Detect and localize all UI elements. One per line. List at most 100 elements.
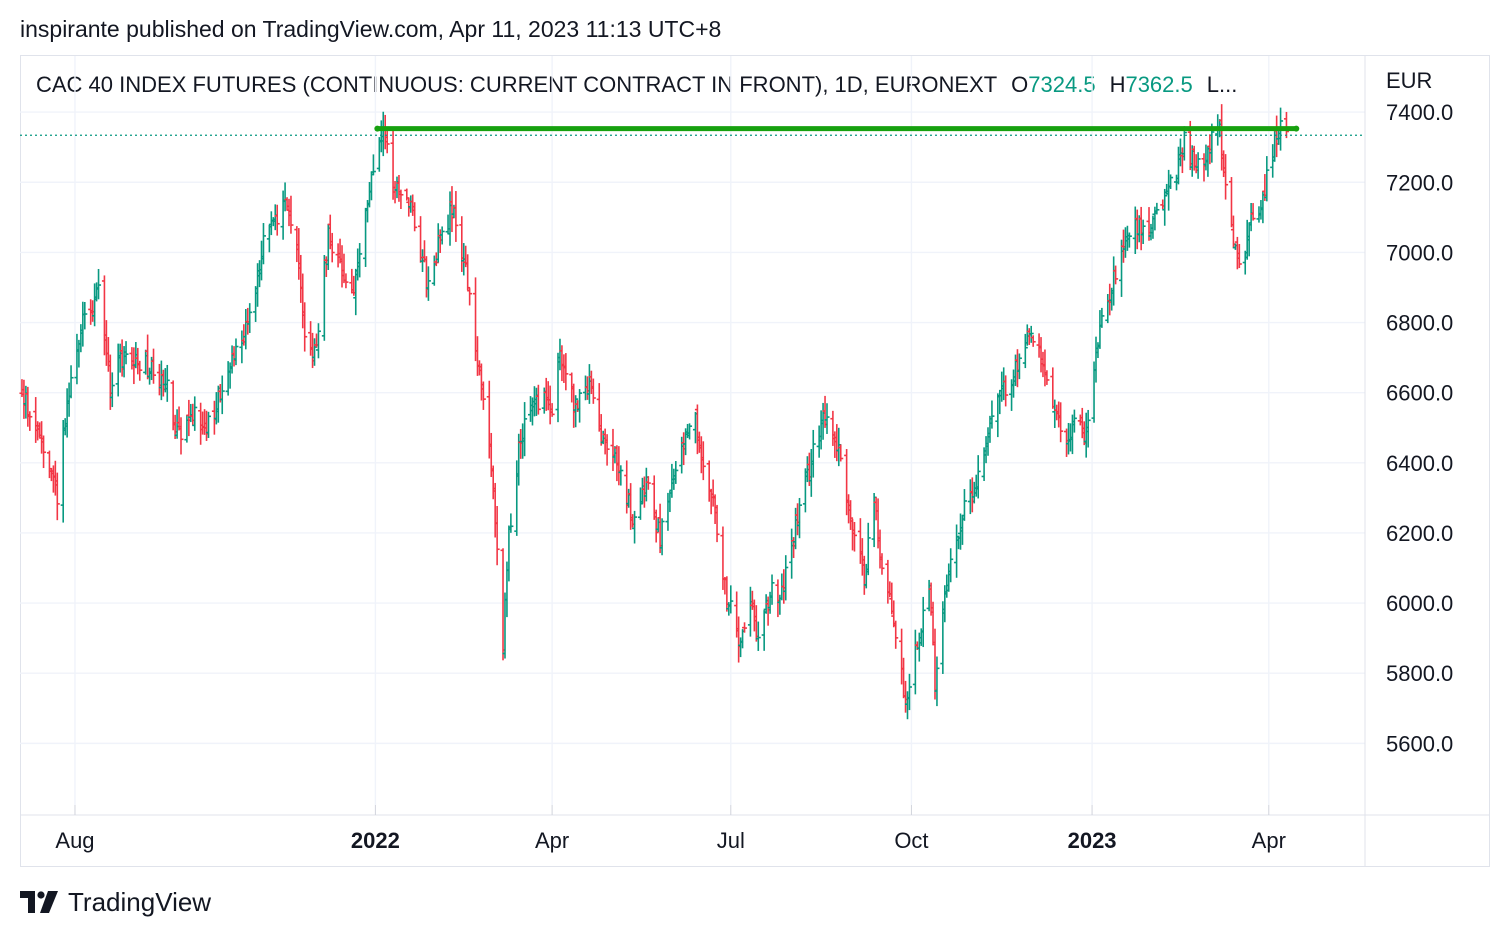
price-axis[interactable]: 5600.0 5800.0 6000.0 6200.0 6400.0 6600.0 6800… <box>1364 56 1453 866</box>
y-tick-label: 6400.0 <box>1386 451 1453 476</box>
ohlc-bar <box>1140 219 1146 245</box>
ohlc-bar <box>879 553 885 575</box>
price-bars <box>19 104 1289 720</box>
ohlc-bar <box>797 497 803 539</box>
ohlc-bar <box>151 348 157 384</box>
ohlc-bar <box>1154 202 1160 215</box>
ohlc-bar <box>109 372 115 408</box>
ohlc-bar <box>398 189 404 209</box>
ohlc-bar <box>714 504 720 543</box>
ohlc-bar <box>700 441 706 481</box>
trend-line-end-handle[interactable] <box>1293 125 1300 132</box>
tradingview-logo-icon <box>20 891 58 913</box>
chart-frame[interactable] <box>20 55 1490 867</box>
x-tick-label: 2023 <box>1068 828 1117 853</box>
ohlc-bar <box>1162 188 1168 226</box>
ohlc-bar <box>1236 244 1242 269</box>
ohlc-bar <box>1022 333 1028 369</box>
ohlc-bar <box>1016 353 1022 380</box>
ohlc-bar <box>687 423 693 440</box>
tradingview-footer[interactable]: TradingView <box>20 885 211 919</box>
ohlc-bar <box>343 273 349 289</box>
ohlc-bar <box>893 620 899 649</box>
ohlc-bar <box>1099 307 1105 328</box>
ohlc-bar <box>659 518 665 556</box>
ohlc-bar <box>934 656 940 707</box>
ohlc-bar <box>742 622 748 633</box>
ohlc-bar <box>384 130 390 154</box>
legend-open-label: O <box>1011 72 1029 97</box>
symbol-legend[interactable]: CAC 40 INDEX FUTURES (CONTINUOUS: CURREN… <box>36 72 1237 98</box>
chart-overlays <box>20 125 1365 136</box>
y-tick-label: 6800.0 <box>1386 311 1453 336</box>
ohlc-bar <box>632 510 638 544</box>
ohlc-bar <box>653 509 659 543</box>
ohlc-bar <box>563 353 569 391</box>
ohlc-bar <box>673 461 679 484</box>
ohlc-bar <box>205 411 211 438</box>
ohlc-bar <box>535 384 541 415</box>
ohlc-bar <box>274 204 280 236</box>
ohlc-bar <box>453 191 459 242</box>
ohlc-bar <box>137 360 143 381</box>
tradingview-brand: TradingView <box>68 886 212 917</box>
ohlc-bar <box>1223 154 1229 200</box>
ohlc-bar <box>480 381 486 410</box>
ohlc-bar <box>467 288 473 306</box>
ohlc-bar <box>1030 335 1036 347</box>
ohlc-bar <box>848 500 854 530</box>
ohlc-bar <box>370 154 376 176</box>
ohlc-bar <box>1168 174 1174 189</box>
ohlc-bar <box>329 232 335 263</box>
ohlc-bar <box>164 364 170 402</box>
ohlc-bar <box>302 302 308 352</box>
ohlc-bar <box>41 435 47 469</box>
ohlc-bar <box>54 472 60 521</box>
ohlc-bar <box>425 266 431 301</box>
ohlc-bar <box>192 396 198 431</box>
ohlc-bar <box>618 465 624 486</box>
ohlc-bar <box>590 378 596 404</box>
ohlc-bar <box>783 555 789 601</box>
time-axis[interactable]: Aug 2022 Apr Jul Oct 2023 Apr <box>20 805 1489 853</box>
legend-high-label: H <box>1109 72 1126 97</box>
ohlc-bar <box>1071 409 1077 433</box>
legend-more[interactable]: L... <box>1206 72 1238 97</box>
ohlc-bar <box>975 455 981 499</box>
ohlc-bar <box>219 375 225 415</box>
ohlc-bar <box>178 417 184 455</box>
ohlc-bar <box>288 195 294 234</box>
y-tick-label: 7400.0 <box>1386 100 1453 125</box>
ohlc-bar <box>1126 232 1132 248</box>
legend-symbol: CAC 40 INDEX FUTURES (CONTINUOUS: CURREN… <box>36 72 998 97</box>
y-tick-label: 7000.0 <box>1386 240 1453 265</box>
x-tick-label: Apr <box>535 828 569 853</box>
ohlc-bar <box>824 403 830 434</box>
ohlc-bar <box>82 301 88 330</box>
ohlc-bar <box>1028 325 1034 343</box>
ohlc-bar <box>96 268 102 300</box>
y-tick-label: 6600.0 <box>1386 381 1453 406</box>
x-tick-label: Oct <box>894 828 928 853</box>
ohlc-bar <box>1195 152 1201 179</box>
ohlc-bar <box>810 429 816 478</box>
ohlc-bar <box>912 629 918 695</box>
ohlc-bar <box>851 521 857 552</box>
ohlc-bar <box>260 223 266 265</box>
ohlc-bar <box>357 243 363 278</box>
ohlc-bar <box>247 303 253 334</box>
ohlc-bar <box>1264 156 1270 202</box>
ohlc-bar <box>920 596 926 648</box>
ohlc-bar <box>412 202 418 232</box>
ohlc-bar <box>508 513 514 533</box>
y-tick-label: 5600.0 <box>1386 731 1453 756</box>
published-line: inspirante published on TradingView.com,… <box>20 16 722 42</box>
y-tick-label: 5800.0 <box>1386 661 1453 686</box>
ohlc-bar <box>755 621 761 651</box>
trend-line-start-handle[interactable] <box>374 125 381 132</box>
ohlc-bar <box>1250 203 1256 221</box>
x-tick-label: Aug <box>55 828 94 853</box>
ohlc-bar <box>645 476 651 490</box>
currency-label[interactable]: EUR <box>1386 68 1433 93</box>
